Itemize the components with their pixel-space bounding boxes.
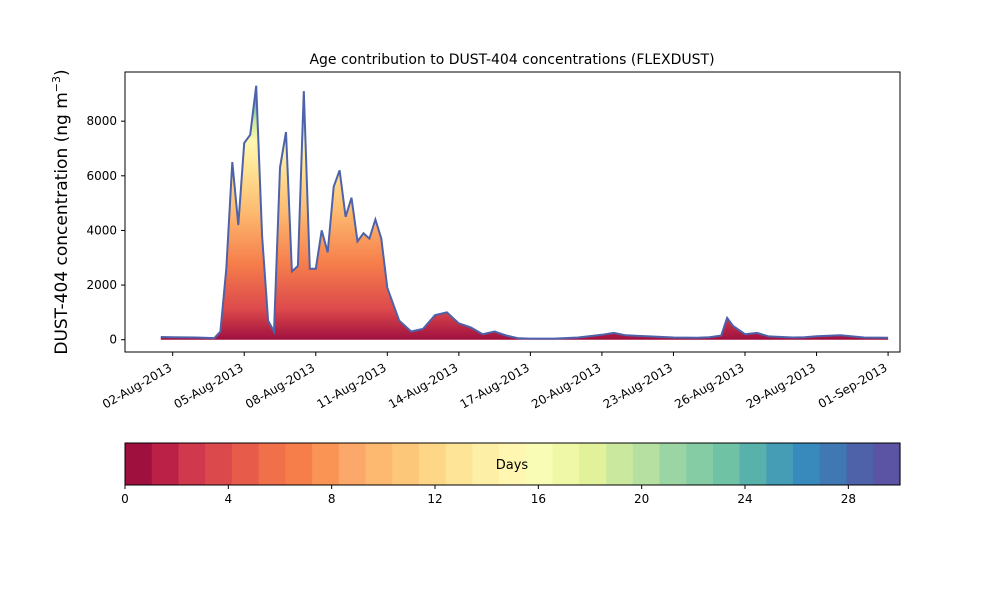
colorbar-cell	[686, 443, 714, 485]
colorbar-cell	[846, 443, 874, 485]
x-tick-label: 26-Aug-2013	[672, 360, 746, 411]
colorbar-cell	[632, 443, 661, 485]
colorbar-cell	[418, 443, 447, 485]
x-tick-label: 23-Aug-2013	[601, 360, 675, 411]
colorbar-tick-label: 16	[531, 492, 546, 506]
y-axis-label: DUST-404 concentration (ng m−3)	[50, 69, 72, 354]
y-tick-label: 2000	[86, 278, 117, 292]
colorbar-cell	[579, 443, 607, 485]
age-stacked-area	[160, 85, 889, 340]
colorbar-cell	[472, 443, 500, 485]
colorbar-tick-label: 0	[121, 492, 129, 506]
y-axis: 0 2000 4000 6000 8000	[86, 114, 125, 347]
chart-title: Age contribution to DUST-404 concentrati…	[309, 52, 714, 68]
y-axis-label-main: DUST-404 concentration (ng m	[52, 92, 72, 354]
x-tick-label: 20-Aug-2013	[529, 360, 603, 411]
colorbar-cell	[231, 443, 260, 485]
colorbar-cell	[525, 443, 554, 485]
colorbar-cell	[793, 443, 821, 485]
y-tick-label: 4000	[86, 223, 117, 237]
colorbar-cell	[819, 443, 848, 485]
colorbar-label: Days	[496, 458, 529, 473]
colorbar-cell	[659, 443, 687, 485]
x-tick-label: 01-Sep-2013	[816, 360, 890, 411]
colorbar-cell	[258, 443, 286, 485]
colorbar-tick-label: 8	[328, 492, 336, 506]
x-tick-label: 17-Aug-2013	[458, 360, 532, 411]
x-tick-label: 11-Aug-2013	[315, 360, 389, 411]
colorbar-tick-label: 4	[225, 492, 233, 506]
colorbar-cell	[766, 443, 794, 485]
plot-area: 0 2000 4000 6000 8000 02-Aug-201305-Aug-2013…	[86, 71, 901, 411]
colorbar-cell	[499, 443, 527, 485]
colorbar-cell	[392, 443, 420, 485]
x-tick-label: 08-Aug-2013	[243, 360, 317, 411]
colorbar-cell	[739, 443, 767, 485]
colorbar-cell	[365, 443, 393, 485]
y-tick-label: 8000	[86, 114, 117, 128]
colorbar-cell	[312, 443, 340, 485]
y-axis-label-superscript: −3	[50, 76, 63, 92]
total-concentration-line	[160, 85, 889, 340]
colorbar-ticks: 0 4 8 12 16 20 24 28	[121, 485, 856, 506]
colorbar-cell	[873, 443, 901, 485]
colorbar-cell	[606, 443, 634, 485]
x-tick-label: 02-Aug-2013	[100, 360, 174, 411]
plot-frame	[124, 71, 901, 353]
colorbar-cell	[338, 443, 367, 485]
x-axis: 02-Aug-201305-Aug-201308-Aug-201311-Aug-…	[100, 352, 890, 411]
colorbar-cell	[178, 443, 206, 485]
colorbar-cell	[205, 443, 233, 485]
colorbar-cell	[125, 443, 153, 485]
colorbar-frame	[124, 442, 901, 486]
x-tick-label: 14-Aug-2013	[386, 360, 460, 411]
colorbar: Days 0 4 8 12 16 20 24 28	[121, 442, 901, 506]
x-tick-label: 05-Aug-2013	[171, 360, 245, 411]
y-tick-label: 0	[109, 333, 117, 347]
colorbar-tick-label: 20	[634, 492, 649, 506]
colorbar-tick-label: 12	[427, 492, 442, 506]
colorbar-tick-label: 24	[737, 492, 752, 506]
colorbar-cell	[445, 443, 474, 485]
colorbar-cell	[552, 443, 580, 485]
colorbar-cell	[285, 443, 313, 485]
colorbar-cell	[712, 443, 741, 485]
x-tick-label: 29-Aug-2013	[744, 360, 818, 411]
colorbar-tick-label: 28	[841, 492, 856, 506]
y-tick-label: 6000	[86, 169, 117, 183]
y-axis-label-close: )	[52, 69, 72, 76]
colorbar-cell	[151, 443, 180, 485]
